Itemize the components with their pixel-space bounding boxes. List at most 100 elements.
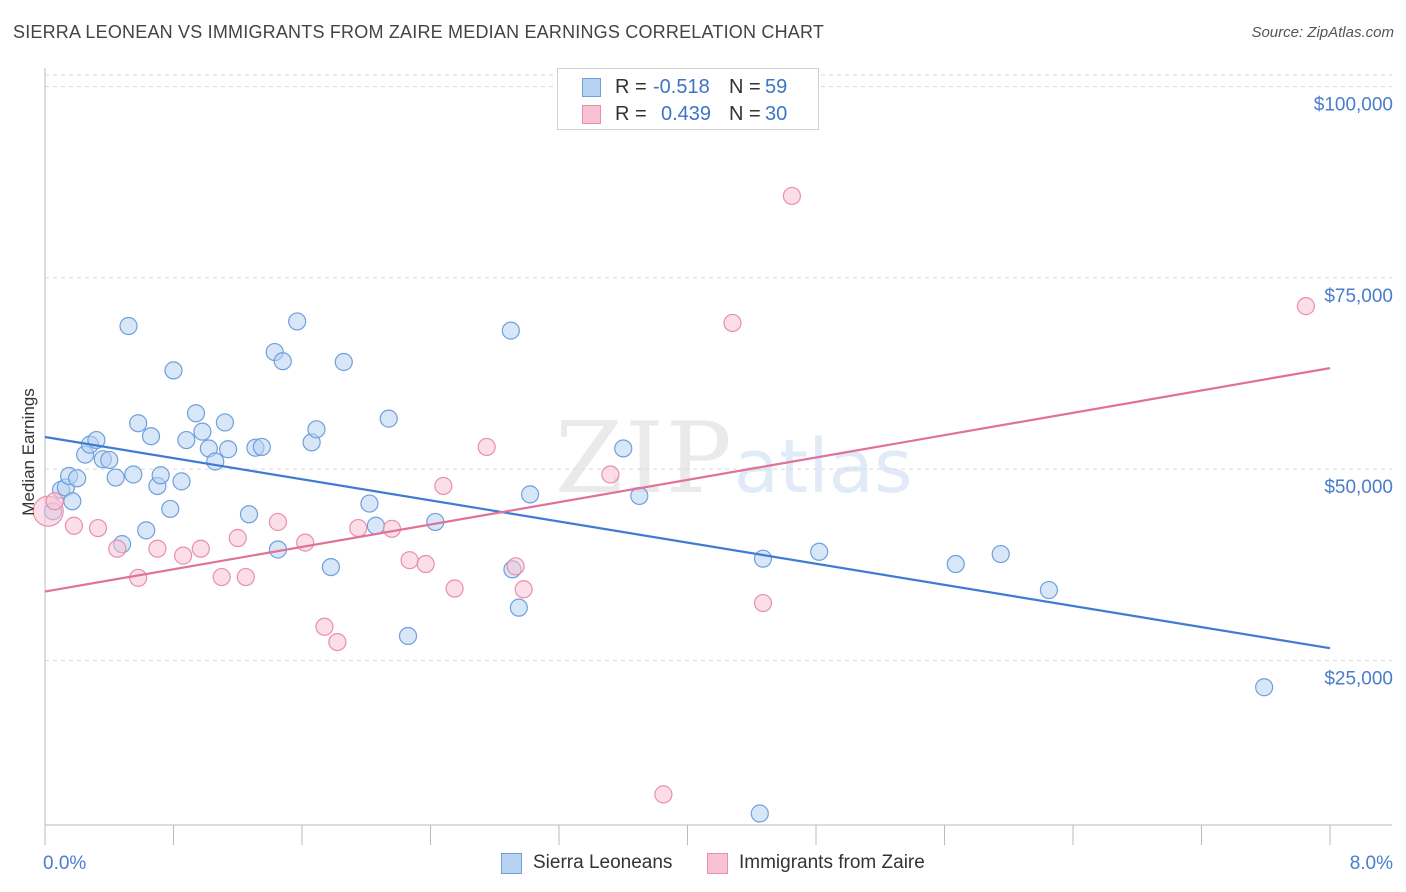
r-label: R = <box>615 75 647 98</box>
point-sierra-leoneans <box>334 352 353 372</box>
point-sierra-leoneans <box>1255 678 1274 697</box>
point-immigrants-from-zaire <box>445 579 464 598</box>
point-sierra-leoneans <box>219 440 238 459</box>
axes <box>44 68 1392 845</box>
point-immigrants-from-zaire <box>434 476 453 496</box>
point-sierra-leoneans <box>360 494 379 513</box>
point-immigrants-from-zaire <box>477 437 496 457</box>
point-sierra-leoneans <box>172 472 191 491</box>
point-immigrants-from-zaire <box>45 492 64 511</box>
x-tick-label-max: 8.0% <box>1350 853 1393 874</box>
y-tick-label: $50,000 <box>1324 477 1393 498</box>
point-sierra-leoneans <box>288 312 307 331</box>
point-immigrants-from-zaire <box>400 551 419 570</box>
point-immigrants-from-zaire <box>268 512 288 532</box>
point-sierra-leoneans <box>161 499 180 519</box>
legend-label: Immigrants from Zaire <box>739 852 925 873</box>
point-sierra-leoneans <box>366 516 385 535</box>
legend-item-sierra-leoneans: Sierra Leoneans <box>501 852 672 874</box>
point-immigrants-from-zaire <box>64 516 84 535</box>
blue-swatch <box>582 77 601 97</box>
tick-labels: $25,000 $50,000 $75,000 $100,000 0.0% 8.0% Med… <box>19 94 1393 874</box>
legend-label: Sierra Leoneans <box>533 852 673 873</box>
point-sierra-leoneans <box>321 557 341 577</box>
correlation-legend: R = -0.518 N = 59 R = 0.439 N = 30 <box>557 68 819 130</box>
point-immigrants-from-zaire <box>212 567 231 587</box>
y-axis-label: Median Earnings <box>19 388 38 516</box>
point-immigrants-from-zaire <box>191 539 210 558</box>
r-label: R = <box>615 102 647 125</box>
point-sierra-leoneans <box>1039 580 1059 600</box>
point-sierra-leoneans <box>124 465 143 484</box>
pink-swatch <box>707 852 728 874</box>
blue-swatch <box>501 852 522 874</box>
point-immigrants-from-zaire <box>108 539 127 558</box>
point-immigrants-from-zaire <box>654 785 673 804</box>
point-sierra-leoneans <box>991 544 1010 564</box>
point-sierra-leoneans <box>151 466 170 485</box>
point-sierra-leoneans <box>520 485 540 504</box>
point-sierra-leoneans <box>753 549 773 568</box>
point-immigrants-from-zaire <box>601 465 620 484</box>
point-sierra-leoneans <box>273 352 292 371</box>
point-immigrants-from-zaire <box>174 546 193 565</box>
point-immigrants-from-zaire <box>782 186 802 206</box>
point-immigrants-from-zaire <box>382 519 402 538</box>
point-sierra-leoneans <box>177 430 196 450</box>
point-sierra-leoneans <box>750 804 769 823</box>
point-immigrants-from-zaire <box>1296 297 1316 316</box>
point-sierra-leoneans <box>379 409 398 428</box>
point-immigrants-from-zaire <box>296 533 315 552</box>
point-sierra-leoneans <box>141 427 161 446</box>
point-immigrants-from-zaire <box>315 617 334 636</box>
point-immigrants-from-zaire <box>723 313 742 333</box>
point-sierra-leoneans <box>509 598 528 617</box>
n-value: 30 <box>765 102 788 125</box>
point-sierra-leoneans <box>810 542 829 561</box>
y-tick-label: $75,000 <box>1324 286 1393 307</box>
point-immigrants-from-zaire <box>236 567 255 587</box>
point-sierra-leoneans <box>614 439 633 458</box>
point-immigrants-from-zaire <box>416 554 435 574</box>
series-legend: Sierra Leoneans Immigrants from Zaire <box>0 852 1406 878</box>
point-immigrants-from-zaire <box>349 518 368 538</box>
point-sierra-leoneans <box>193 422 212 441</box>
point-sierra-leoneans <box>164 361 183 380</box>
x-tick-label-min: 0.0% <box>43 853 86 874</box>
point-sierra-leoneans <box>501 321 520 340</box>
y-tick-label: $25,000 <box>1324 668 1393 689</box>
point-sierra-leoneans <box>239 505 259 524</box>
source-label: Source: ZipAtlas.com <box>1251 24 1394 41</box>
point-sierra-leoneans <box>206 452 225 471</box>
point-sierra-leoneans <box>119 316 138 336</box>
point-immigrants-from-zaire <box>88 518 108 538</box>
r-value: 0.439 <box>661 102 712 125</box>
point-sierra-leoneans <box>129 414 148 433</box>
legend-row-immigrants-from-zaire: R = 0.439 N = 30 <box>582 101 787 127</box>
point-immigrants-from-zaire <box>129 568 148 587</box>
data-points <box>32 186 1316 823</box>
point-immigrants-from-zaire <box>753 593 773 613</box>
point-sierra-leoneans <box>63 492 82 511</box>
point-sierra-leoneans <box>252 437 271 457</box>
point-sierra-leoneans <box>186 404 206 423</box>
point-sierra-leoneans <box>106 468 125 487</box>
trend-lines <box>44 367 1331 650</box>
trend-line-immigrants-from-zaire <box>44 367 1331 593</box>
point-sierra-leoneans <box>68 469 87 488</box>
n-label: N = <box>729 102 761 125</box>
point-sierra-leoneans <box>946 554 965 574</box>
point-sierra-leoneans <box>307 420 326 439</box>
trend-line-sierra-leoneans <box>44 435 1331 650</box>
chart-title: SIERRA LEONEAN VS IMMIGRANTS FROM ZAIRE … <box>13 22 825 42</box>
point-immigrants-from-zaire <box>148 539 167 558</box>
point-immigrants-from-zaire <box>514 580 533 599</box>
point-sierra-leoneans <box>137 521 156 540</box>
pink-swatch <box>582 104 601 124</box>
point-immigrants-from-zaire <box>228 528 247 548</box>
y-tick-label: $100,000 <box>1314 94 1393 115</box>
point-immigrants-from-zaire <box>328 632 347 652</box>
r-value: -0.518 <box>653 75 710 98</box>
point-immigrants-from-zaire <box>506 557 525 576</box>
